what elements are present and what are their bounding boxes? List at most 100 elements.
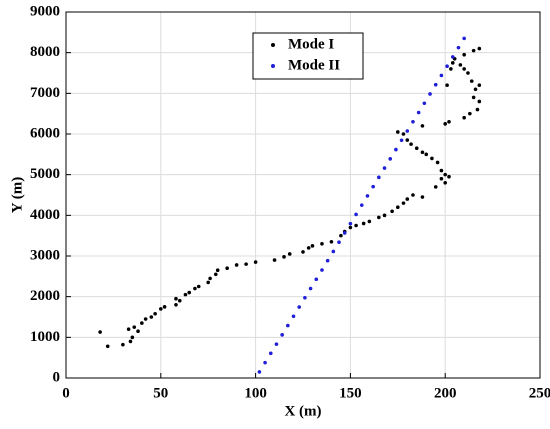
point	[303, 296, 307, 300]
point	[396, 205, 400, 209]
point	[177, 298, 182, 303]
y-tick-label: 9000	[30, 3, 60, 19]
x-tick-label: 50	[153, 385, 168, 401]
point	[329, 239, 334, 244]
x-tick-label: 0	[62, 385, 70, 401]
point	[206, 280, 210, 285]
point	[439, 176, 444, 181]
point	[462, 67, 466, 71]
point	[183, 292, 188, 297]
point	[361, 221, 366, 226]
point	[126, 327, 131, 332]
point	[420, 195, 425, 199]
point	[469, 79, 474, 83]
y-tick-label: 7000	[30, 85, 60, 101]
point	[132, 325, 137, 329]
point	[105, 344, 110, 349]
point	[306, 246, 311, 250]
point	[130, 335, 135, 340]
point	[263, 360, 267, 365]
point	[428, 92, 432, 96]
point	[193, 286, 197, 291]
point	[314, 277, 319, 282]
point	[447, 120, 451, 124]
point	[208, 276, 212, 281]
point	[174, 303, 178, 307]
point	[443, 172, 448, 177]
point	[439, 168, 444, 173]
x-tick-label: 200	[434, 385, 457, 401]
point	[424, 152, 429, 157]
point	[149, 315, 154, 319]
x-tick-label: 250	[529, 385, 550, 401]
point	[411, 193, 415, 197]
point	[354, 223, 358, 228]
point	[477, 99, 482, 104]
point	[382, 213, 387, 218]
point	[405, 197, 410, 201]
point	[466, 71, 470, 75]
point	[153, 311, 157, 316]
point	[377, 215, 381, 220]
y-tick-label: 4000	[30, 207, 60, 223]
point	[377, 175, 381, 180]
point	[456, 45, 461, 50]
point	[365, 194, 370, 198]
point	[187, 290, 192, 295]
point	[447, 174, 451, 179]
point	[253, 260, 258, 264]
point	[367, 219, 372, 224]
point	[196, 284, 201, 289]
point	[462, 36, 466, 41]
plot-frame	[65, 11, 541, 379]
point	[382, 166, 387, 170]
point	[401, 201, 406, 205]
point	[244, 262, 248, 266]
point	[140, 321, 144, 325]
point	[342, 231, 347, 235]
legend-marker	[271, 43, 275, 47]
point	[450, 55, 455, 59]
point	[280, 333, 284, 337]
point	[331, 249, 336, 254]
point	[348, 221, 353, 226]
point	[98, 330, 102, 334]
point	[354, 212, 358, 217]
point	[471, 48, 476, 53]
point	[308, 286, 313, 291]
legend-marker	[271, 64, 275, 68]
point	[390, 209, 394, 214]
point	[405, 138, 410, 142]
point	[225, 266, 229, 271]
point	[414, 146, 419, 151]
y-axis-label: Y (m)	[9, 177, 25, 214]
point	[416, 110, 421, 115]
point	[371, 184, 375, 189]
point	[473, 87, 478, 92]
point	[121, 342, 125, 347]
point	[287, 252, 292, 256]
point	[396, 130, 400, 134]
point	[213, 272, 218, 277]
point	[320, 242, 324, 246]
point	[399, 138, 404, 143]
point	[257, 370, 262, 374]
point	[458, 63, 463, 67]
point	[159, 307, 163, 311]
y-tick-label: 2000	[30, 288, 60, 304]
point	[325, 258, 330, 263]
legend-box	[252, 32, 364, 80]
y-tick-label: 3000	[30, 247, 60, 263]
point	[174, 296, 178, 301]
point	[268, 351, 273, 356]
point	[128, 339, 133, 344]
point	[143, 317, 148, 321]
point	[162, 305, 167, 309]
point	[215, 268, 220, 273]
point	[422, 101, 427, 106]
point	[439, 73, 444, 78]
point	[136, 329, 140, 334]
point	[462, 115, 466, 120]
point	[388, 157, 393, 161]
point	[411, 119, 415, 124]
